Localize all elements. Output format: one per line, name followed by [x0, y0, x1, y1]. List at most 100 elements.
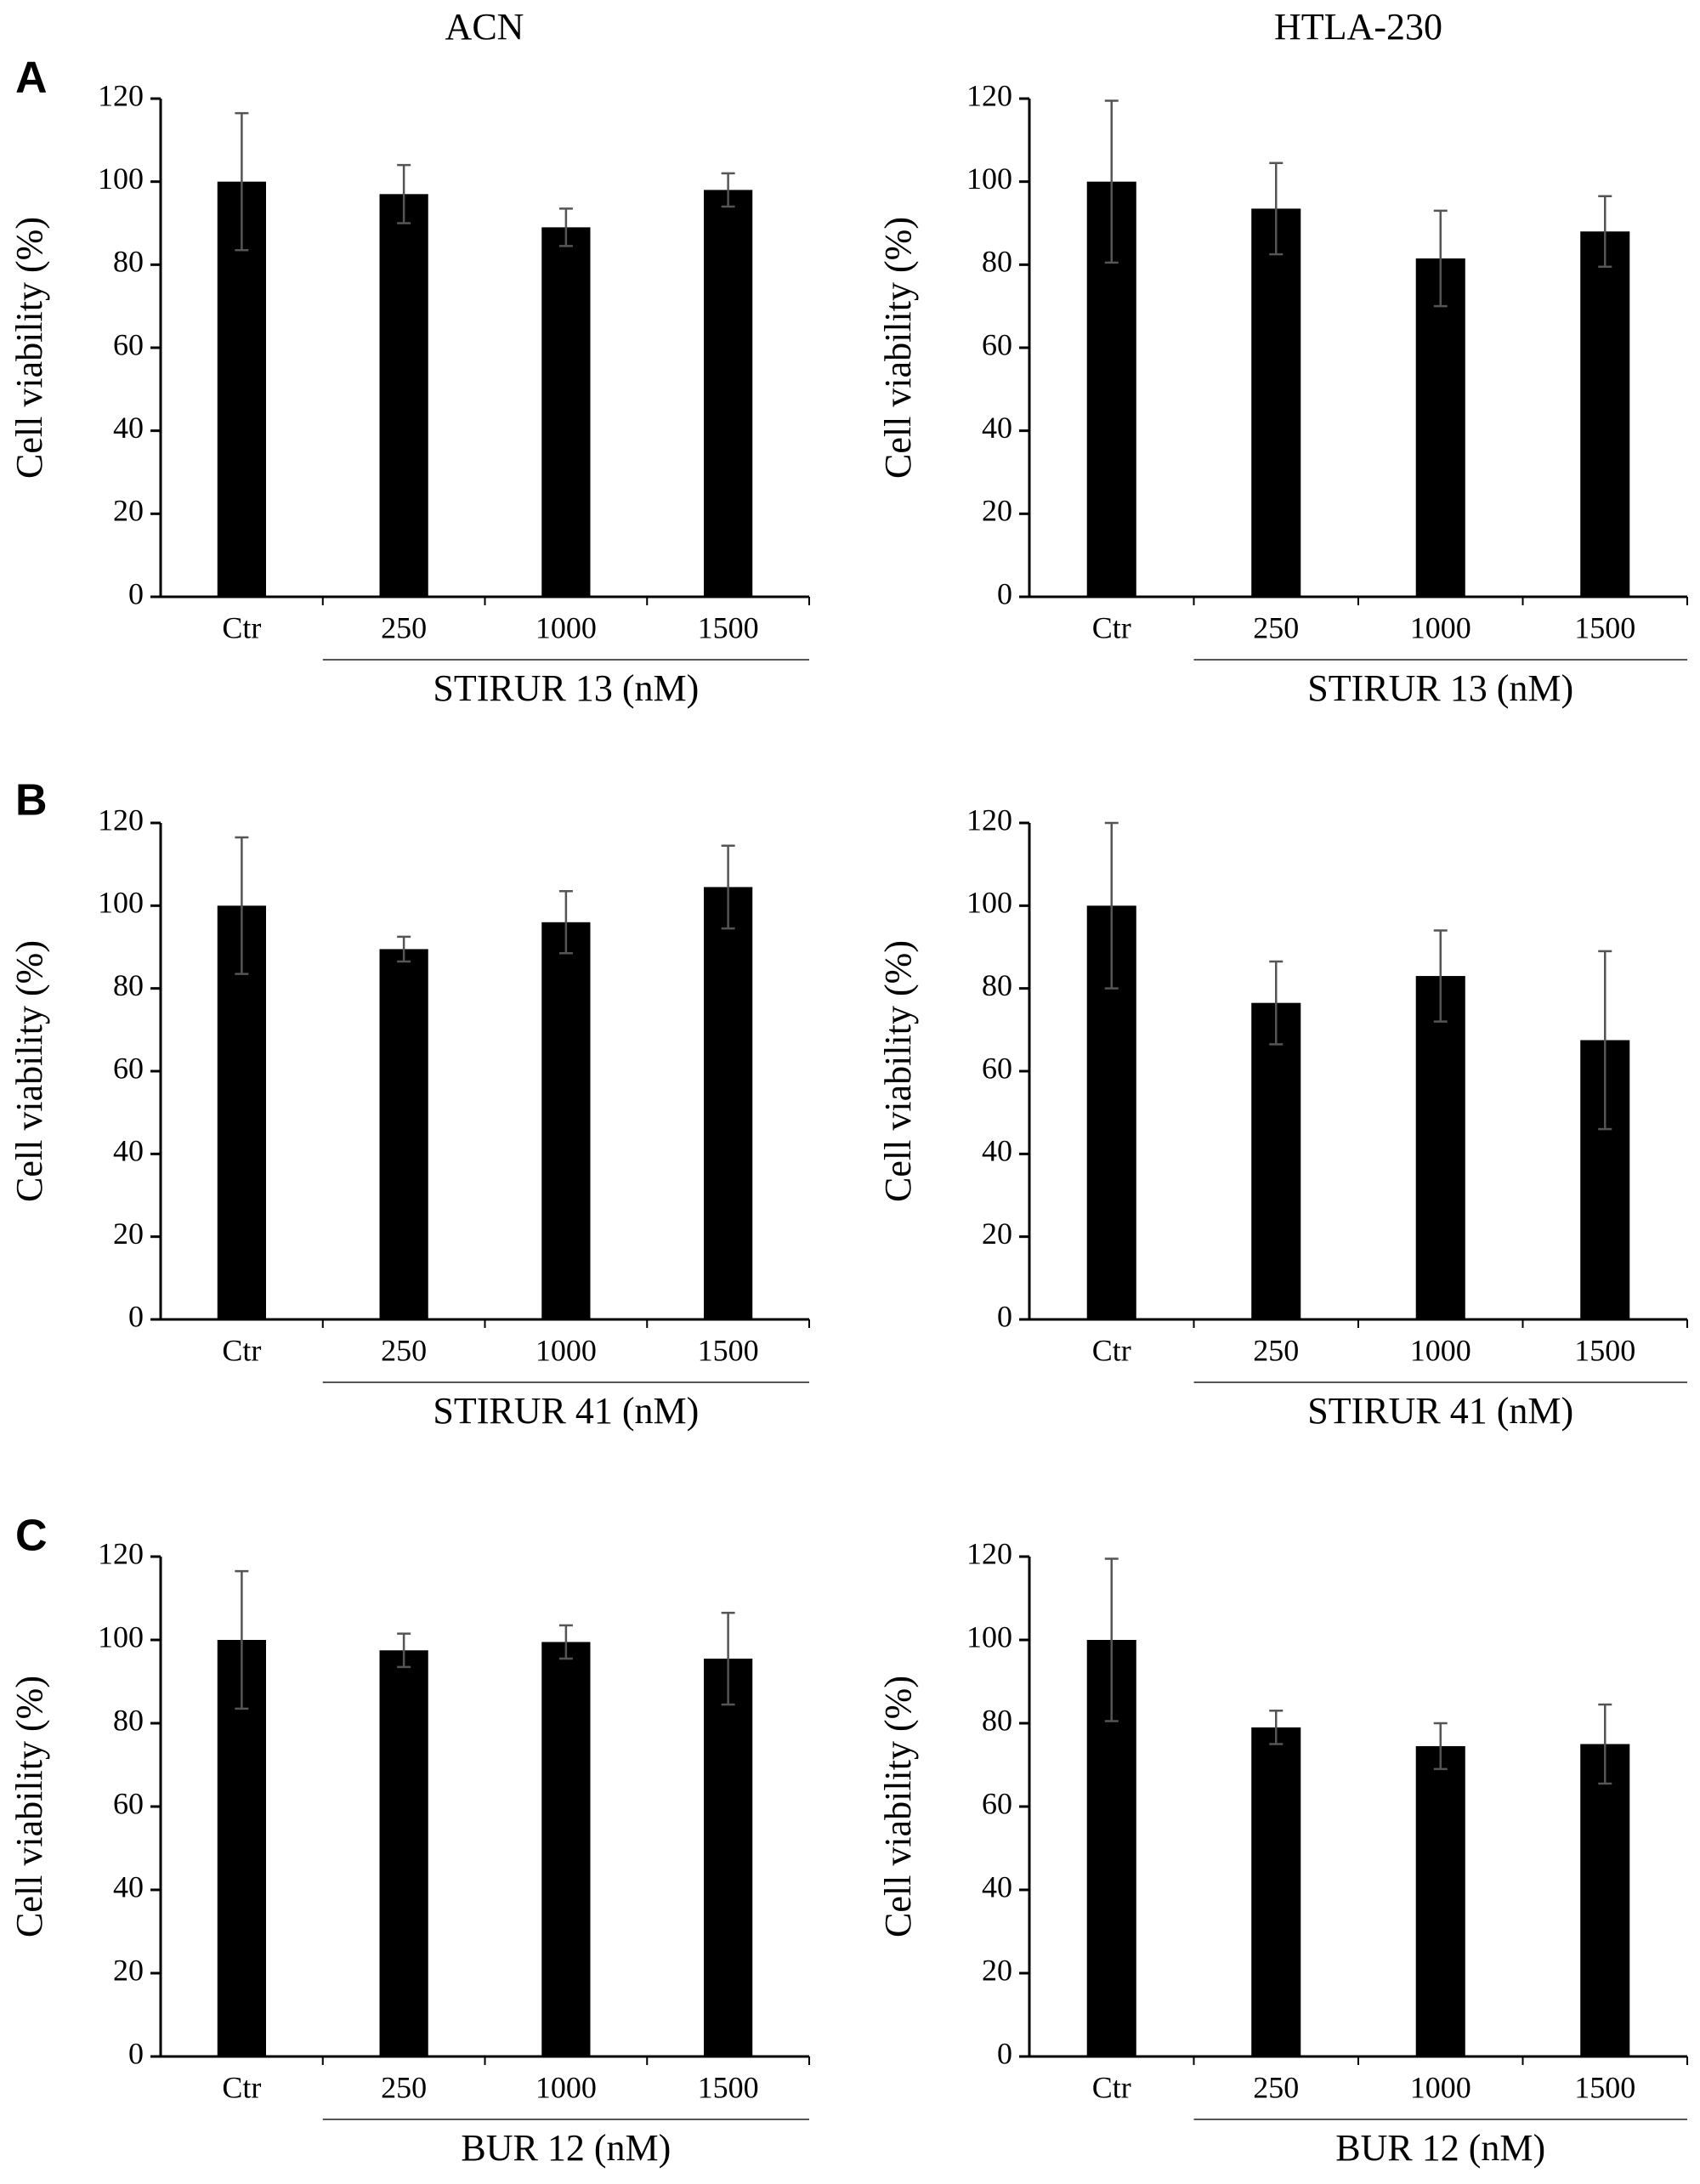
y-tick-label: 100 — [966, 162, 1012, 196]
y-tick-label: 20 — [113, 494, 144, 528]
y-tick-label: 80 — [113, 245, 144, 279]
x-tick-label: 1000 — [1410, 1333, 1471, 1367]
bar — [541, 1642, 591, 2056]
x-tick-label: Ctr — [1092, 610, 1131, 644]
x-tick-label: 1000 — [1410, 610, 1471, 644]
error-bar — [1598, 1703, 1612, 1785]
error-bar — [558, 207, 573, 247]
bar — [1251, 1002, 1301, 1319]
error-bar — [1269, 162, 1284, 256]
x-tick-label: 1500 — [1574, 1333, 1635, 1367]
error-bar — [397, 935, 411, 963]
error-bar — [235, 836, 249, 975]
x-tick-label: 1500 — [698, 1333, 759, 1367]
bar — [1580, 1744, 1630, 2056]
x-tick-label: 1000 — [536, 2070, 597, 2104]
x-tick-label: 250 — [381, 610, 427, 644]
y-tick-label: 60 — [113, 1051, 144, 1085]
x-tick-label: 1500 — [1574, 2070, 1635, 2104]
y-tick-label: 100 — [98, 162, 144, 196]
y-tick-label: 0 — [997, 2036, 1012, 2070]
y-tick-label: 60 — [982, 1051, 1012, 1085]
bar — [1580, 231, 1630, 597]
error-bar — [1433, 929, 1448, 1023]
x-tick-label: 1500 — [698, 2070, 759, 2104]
error-bar — [558, 1624, 573, 1660]
error-bar — [1433, 1722, 1448, 1771]
y-axis-label: Cell viability (%) — [877, 217, 919, 479]
y-axis-label: Cell viability (%) — [877, 1676, 919, 1937]
y-tick-label: 80 — [113, 968, 144, 1002]
y-tick-label: 20 — [113, 1953, 144, 1987]
y-axis-label: Cell viability (%) — [877, 940, 919, 1202]
bar — [1251, 1727, 1301, 2056]
bar — [704, 887, 753, 1319]
bar — [541, 922, 591, 1319]
y-tick-label: 60 — [113, 327, 144, 361]
bar — [704, 1659, 753, 2056]
y-axis-label: Cell viability (%) — [8, 217, 50, 479]
x-tick-label: Ctr — [1092, 2070, 1131, 2104]
y-tick-label: 60 — [982, 1786, 1012, 1820]
bar — [1251, 208, 1301, 598]
error-bar — [1598, 950, 1612, 1131]
bar — [1415, 258, 1465, 597]
y-tick-label: 60 — [113, 1786, 144, 1820]
x-tick-label: 250 — [381, 2070, 427, 2104]
x-tick-label: 1000 — [536, 1333, 597, 1367]
x-tick-label: 250 — [1253, 2070, 1299, 2104]
y-tick-label: 20 — [113, 1217, 144, 1251]
y-tick-label: 40 — [113, 411, 144, 445]
error-bar — [1269, 1710, 1284, 1745]
error-bar — [721, 1611, 735, 1706]
error-bar — [1269, 960, 1284, 1046]
x-tick-label: 250 — [1253, 1333, 1299, 1367]
y-tick-label: 100 — [966, 886, 1012, 920]
y-tick-label: 0 — [128, 2036, 144, 2070]
y-tick-label: 40 — [113, 1869, 144, 1903]
column-title: ACN — [445, 6, 524, 48]
error-bar — [1433, 209, 1448, 308]
x-axis-label: BUR 12 (nM) — [461, 2127, 671, 2169]
error-bar — [235, 1569, 249, 1710]
bar — [1415, 976, 1465, 1319]
bar — [541, 227, 591, 597]
error-bar — [721, 172, 735, 208]
y-tick-label: 120 — [98, 78, 144, 112]
y-tick-label: 80 — [982, 968, 1012, 1002]
x-axis-label: STIRUR 41 (nM) — [433, 1390, 699, 1432]
y-axis-label: Cell viability (%) — [8, 1676, 50, 1937]
panel-label: B — [15, 776, 48, 825]
x-axis-label: STIRUR 41 (nM) — [1307, 1390, 1573, 1432]
y-tick-label: 0 — [997, 1299, 1012, 1333]
bar — [379, 1650, 428, 2056]
y-tick-label: 80 — [982, 245, 1012, 279]
y-tick-label: 0 — [128, 576, 144, 610]
error-bar — [1104, 821, 1119, 990]
error-bar — [1104, 1557, 1119, 1722]
y-tick-label: 20 — [982, 1217, 1012, 1251]
y-tick-label: 120 — [966, 1536, 1012, 1570]
column-title: HTLA-230 — [1274, 6, 1442, 48]
y-tick-label: 100 — [98, 886, 144, 920]
y-tick-label: 80 — [982, 1703, 1012, 1737]
x-tick-label: Ctr — [222, 1333, 261, 1367]
y-axis-label: Cell viability (%) — [8, 940, 50, 1202]
y-tick-label: 20 — [982, 494, 1012, 528]
error-bar — [397, 1632, 411, 1669]
error-bar — [397, 163, 411, 224]
y-tick-label: 80 — [113, 1703, 144, 1737]
x-tick-label: 1500 — [698, 610, 759, 644]
y-tick-label: 60 — [982, 327, 1012, 361]
y-tick-label: 0 — [128, 1299, 144, 1333]
y-tick-label: 20 — [982, 1953, 1012, 1987]
y-tick-label: 40 — [113, 1134, 144, 1168]
bar — [704, 190, 753, 597]
error-bar — [1104, 99, 1119, 264]
x-tick-label: 1500 — [1574, 610, 1635, 644]
bar — [379, 194, 428, 598]
panel-label: C — [15, 1512, 48, 1561]
y-tick-label: 120 — [966, 803, 1012, 837]
